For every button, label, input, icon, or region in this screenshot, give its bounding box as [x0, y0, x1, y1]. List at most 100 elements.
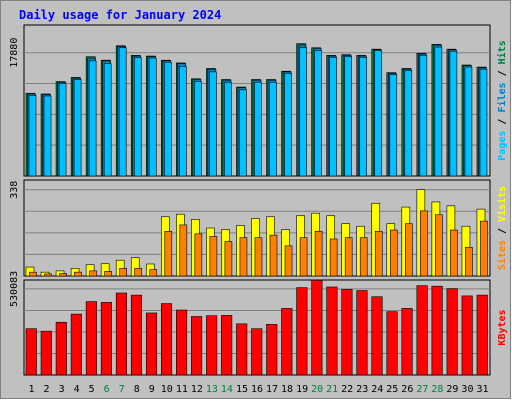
legend-separator: /: [497, 222, 508, 240]
bar-kbytes: [55, 321, 67, 376]
x-tick-label: 24: [371, 384, 383, 395]
x-tick-label: 17: [266, 384, 278, 395]
bar-kbytes: [431, 285, 443, 376]
bar-pages: [254, 81, 262, 177]
bar-kbytes: [251, 328, 263, 376]
bar-pages: [299, 47, 307, 177]
bar-sites: [179, 224, 188, 277]
legend-separator: /: [497, 64, 508, 82]
bar-pages: [374, 50, 383, 177]
bar-pages: [103, 63, 112, 177]
x-tick-label: 23: [356, 384, 368, 395]
bar-pages: [179, 66, 187, 177]
x-tick-label: 10: [161, 384, 173, 395]
bar-pages: [28, 95, 37, 177]
bar-kbytes: [341, 289, 353, 376]
bar-sites: [149, 269, 158, 277]
bar-kbytes: [356, 290, 368, 376]
bar-sites: [344, 237, 353, 277]
bar-kbytes: [311, 280, 323, 376]
bar-kbytes: [70, 313, 82, 376]
legend-sites-visits: Sites / Visits: [496, 186, 508, 270]
bar-sites: [374, 231, 383, 277]
bar-kbytes: [130, 294, 143, 376]
bar-sites: [89, 270, 97, 277]
bar-pages: [118, 47, 127, 177]
bar-pages: [43, 95, 52, 177]
bar-kbytes: [461, 295, 473, 376]
x-tick-label: 3: [59, 384, 65, 395]
bar-sites: [299, 237, 308, 277]
bar-sites: [359, 237, 368, 277]
x-tick-label: 12: [191, 384, 203, 395]
bar-kbytes: [40, 330, 52, 376]
bar-sites: [44, 273, 52, 277]
bar-pages: [209, 71, 217, 177]
bar-sites: [209, 236, 218, 277]
bar-kbytes: [296, 287, 308, 376]
bar-kbytes: [266, 324, 278, 376]
bar-pages: [284, 72, 292, 177]
bar-sites: [314, 231, 323, 277]
bar-kbytes: [326, 286, 338, 376]
bar-kbytes: [206, 315, 218, 376]
x-tick-label: 4: [74, 384, 80, 395]
bar-sites: [119, 268, 127, 277]
bar-sites: [450, 229, 458, 277]
bar-pages: [163, 61, 172, 177]
x-tick-label: 14: [221, 384, 233, 395]
bar-kbytes: [371, 296, 383, 376]
bar-sites: [134, 268, 143, 277]
bar-kbytes: [221, 315, 233, 376]
bar-kbytes: [446, 288, 458, 376]
legend-hits-files-pages: Pages / Files / Hits: [496, 40, 508, 160]
bar-sites: [239, 237, 248, 277]
x-tick-label: 5: [89, 384, 95, 395]
bar-sites: [104, 271, 112, 277]
y-tick-label: 338: [9, 181, 20, 199]
bar-kbytes: [401, 308, 413, 376]
bar-kbytes: [100, 302, 112, 376]
bar-kbytes: [145, 312, 158, 376]
bar-pages: [194, 81, 202, 177]
x-tick-label: 1: [29, 384, 35, 395]
bar-pages: [73, 79, 82, 177]
bar-pages: [359, 57, 368, 177]
legend-sites: Sites: [496, 240, 508, 270]
chart-title: Daily usage for January 2024: [19, 8, 221, 22]
bar-sites: [389, 229, 398, 277]
bar-sites: [164, 231, 173, 277]
bar-sites: [284, 245, 293, 277]
x-tick-label: 6: [104, 384, 110, 395]
y-tick-label: 17880: [9, 38, 20, 68]
bar-pages: [464, 66, 473, 177]
bar-sites: [420, 210, 428, 277]
x-tick-label: 26: [401, 384, 413, 395]
bar-pages: [479, 68, 488, 177]
bar-kbytes: [236, 323, 248, 376]
bar-sites: [269, 234, 278, 277]
x-tick-label: 19: [296, 384, 308, 395]
bar-pages: [239, 89, 247, 177]
legend-kbytes: KBytes: [497, 309, 508, 345]
bar-pages: [449, 50, 458, 177]
x-tick-label: 7: [119, 384, 125, 395]
bar-pages: [314, 50, 322, 177]
x-tick-label: 28: [431, 384, 443, 395]
bar-sites: [74, 271, 82, 277]
x-tick-label: 15: [236, 384, 248, 395]
bar-sites: [254, 237, 263, 277]
bar-sites: [59, 273, 67, 277]
bar-kbytes: [160, 303, 173, 376]
x-tick-label: 22: [341, 384, 353, 395]
bar-kbytes: [386, 311, 398, 376]
x-tick-label: 8: [134, 384, 140, 395]
bar-sites: [480, 220, 488, 277]
chart-panels: 17880 Pages / Files / Hits 338 Sites / Visi…: [9, 24, 508, 395]
bar-pages: [419, 55, 428, 177]
x-tick-label: 20: [311, 384, 323, 395]
legend-separator: /: [497, 113, 508, 131]
bar-kbytes: [85, 301, 97, 376]
x-tick-label: 16: [251, 384, 263, 395]
